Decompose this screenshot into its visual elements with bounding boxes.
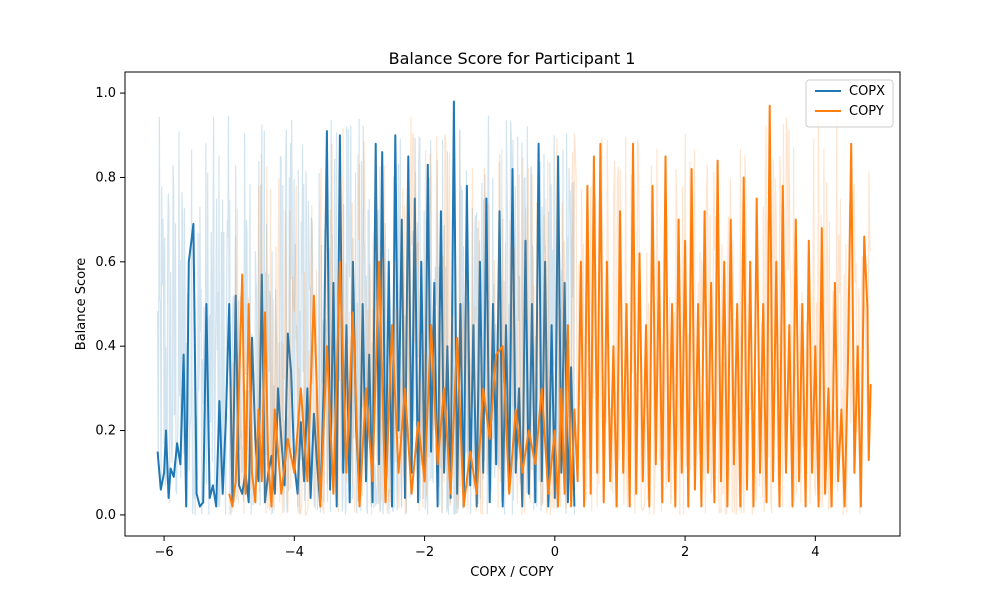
x-tick-label: 2	[681, 545, 689, 560]
y-axis-label: Balance Score	[74, 258, 89, 350]
y-tick-label: 1.0	[95, 86, 116, 101]
x-axis-label: COPX / COPY	[470, 565, 554, 580]
series-line-copy	[228, 104, 872, 508]
y-tick-label: 0.8	[95, 170, 116, 185]
x-tick-label: −6	[154, 545, 173, 560]
series-line-copx	[156, 100, 576, 508]
chart-title: Balance Score for Participant 1	[389, 49, 636, 68]
y-tick-label: 0.0	[95, 508, 116, 523]
legend: COPX COPY	[805, 79, 894, 128]
x-tick-label: −2	[415, 545, 434, 560]
legend-label-copy: COPY	[849, 104, 884, 119]
plot-lines	[156, 100, 872, 516]
series-faint-trace-copx	[157, 115, 575, 515]
x-axis-ticks: −6 −4 −2 0 2 4	[154, 536, 819, 560]
x-tick-label: −4	[285, 545, 304, 560]
y-axis-ticks: 0.0 0.2 0.4 0.6 0.8 1.0	[95, 86, 125, 523]
x-tick-label: 4	[811, 545, 819, 560]
legend-label-copx: COPX	[849, 84, 885, 99]
x-tick-label: 0	[551, 545, 559, 560]
y-tick-label: 0.4	[95, 339, 116, 354]
y-tick-label: 0.6	[95, 255, 116, 270]
plot-frame	[124, 71, 901, 537]
y-tick-label: 0.2	[95, 424, 116, 439]
